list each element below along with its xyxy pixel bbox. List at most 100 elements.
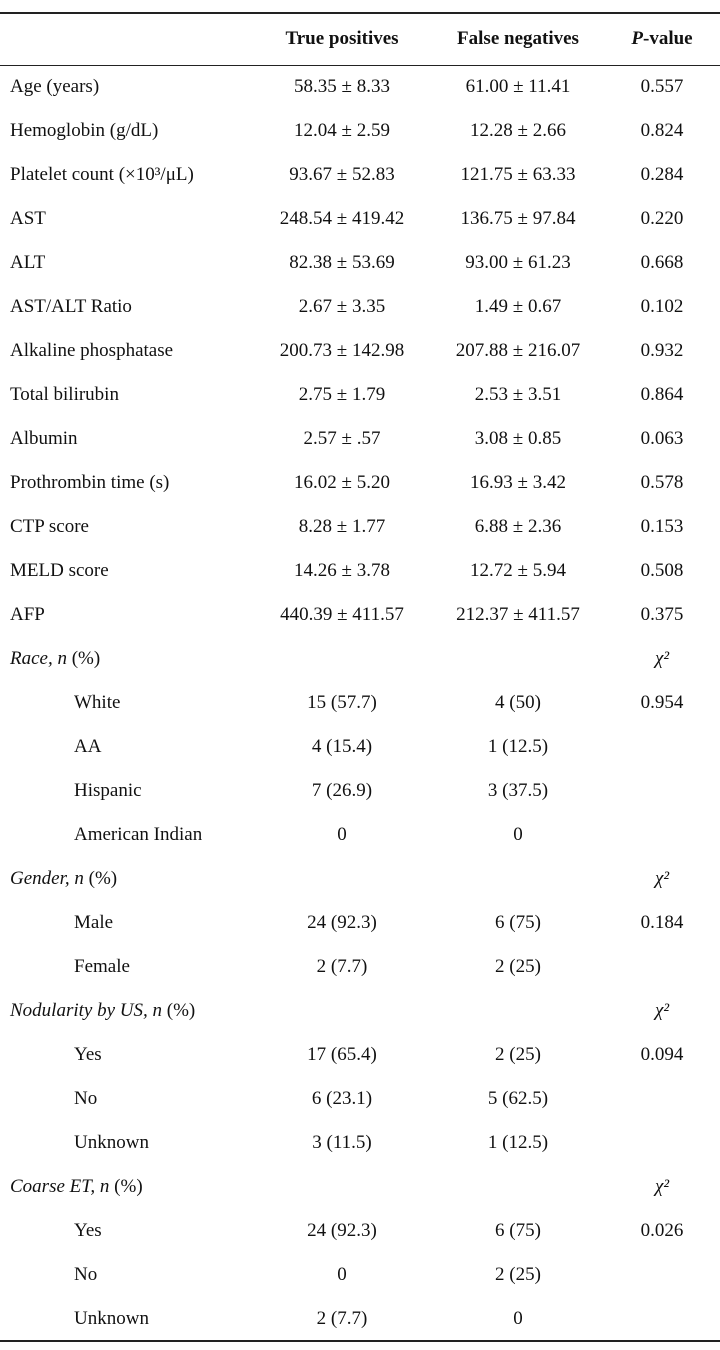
p-value-cell: 0.557 — [640, 76, 684, 98]
empty-cell — [432, 1165, 604, 1209]
true-positives-cell: 2.75 ± 1.79 — [298, 384, 386, 405]
empty-cell — [432, 637, 604, 681]
p-value-cell: 0.063 — [640, 428, 684, 449]
true-positives-cell: 200.73 ± 142.98 — [279, 340, 405, 361]
group-label: Race, n (%) — [0, 637, 252, 681]
row-label: Prothrombin time (s) — [10, 472, 170, 493]
p-value-cell: 0.102 — [640, 296, 684, 317]
true-positives-cell: 3 (11.5) — [312, 1132, 372, 1153]
empty-cell — [252, 637, 432, 681]
data-row: Prothrombin time (s) 16.02 ± 5.20 16.93 ± … — [0, 461, 720, 505]
true-positives-cell: 12.04 ± 2.59 — [294, 120, 390, 141]
data-row: Hispanic 7 (26.9) 3 (37.5) — [0, 769, 720, 813]
data-row: CTP score 8.28 ± 1.77 6.88 ± 2.36 0.153 — [0, 505, 720, 549]
row-label: Yes — [74, 1044, 102, 1065]
group-title: Nodularity by US, n — [10, 1000, 162, 1021]
group-label: Gender, n (%) — [0, 857, 252, 901]
data-row: AST/ALT Ratio 2.67 ± 3.35 1.49 ± 0.67 0.102 — [0, 285, 720, 329]
p-value-cell: 0.375 — [640, 604, 684, 625]
row-label: Hispanic — [74, 780, 142, 801]
header-blank — [0, 13, 252, 65]
column-header: True positives — [285, 28, 399, 50]
data-row: Platelet count (×10³/μL) 93.67 ± 52.83 121… — [0, 153, 720, 197]
false-negatives-cell: 61.00 ± 11.41 — [465, 76, 571, 98]
false-negatives-cell: 1.49 ± 0.67 — [474, 296, 562, 317]
data-row: No 6 (23.1) 5 (62.5) — [0, 1077, 720, 1121]
row-label: Albumin — [10, 428, 78, 449]
false-negatives-cell: 0 — [513, 1307, 523, 1329]
empty-cell — [252, 989, 432, 1033]
data-row: AST 248.54 ± 419.42 136.75 ± 97.84 0.220 — [0, 197, 720, 241]
false-negatives-cell: 2 (25) — [495, 956, 541, 977]
group-row: Race, n (%) χ² — [0, 637, 720, 681]
true-positives-cell: 93.67 ± 52.83 — [289, 164, 395, 185]
p-value-cell: 0.668 — [640, 252, 684, 273]
empty-cell — [604, 1121, 720, 1165]
row-label: Total bilirubin — [10, 384, 119, 405]
true-positives-cell: 2.57 ± .57 — [303, 428, 381, 449]
true-positives-cell: 17 (65.4) — [307, 1044, 377, 1065]
data-row: Albumin 2.57 ± .57 3.08 ± 0.85 0.063 — [0, 417, 720, 461]
true-positives-cell: 7 (26.9) — [311, 780, 373, 801]
true-positives-cell: 8.28 ± 1.77 — [298, 516, 386, 537]
row-label: Platelet count (×10³/μL) — [10, 164, 194, 185]
false-negatives-cell: 2.53 ± 3.51 — [474, 384, 562, 405]
column-header: False negatives — [457, 28, 579, 50]
row-label: No — [74, 1088, 98, 1109]
group-unit: (%) — [109, 1176, 143, 1197]
true-positives-cell: 0 — [337, 824, 347, 845]
data-row: Unknown 3 (11.5) 1 (12.5) — [0, 1121, 720, 1165]
data-row: Alkaline phosphatase 200.73 ± 142.98 207.8… — [0, 329, 720, 373]
empty-cell — [432, 989, 604, 1033]
group-row: Nodularity by US, n (%) χ² — [0, 989, 720, 1033]
header-row: True positives False negatives P-value — [0, 13, 720, 65]
row-label: AST/ALT Ratio — [10, 296, 132, 317]
empty-cell — [604, 725, 720, 769]
false-negatives-cell: 2 (25) — [495, 1264, 541, 1285]
false-negatives-cell: 1 (12.5) — [487, 1132, 549, 1153]
false-negatives-cell: 93.00 ± 61.23 — [465, 252, 571, 273]
true-positives-cell: 24 (92.3) — [307, 1220, 377, 1241]
empty-cell — [252, 1165, 432, 1209]
false-negatives-cell: 1 (12.5) — [487, 736, 549, 757]
data-row: Age (years) 58.35 ± 8.33 61.00 ± 11.41 0.55… — [0, 65, 720, 109]
data-row: White 15 (57.7) 4 (50) 0.954 — [0, 681, 720, 725]
row-label: Male — [74, 912, 114, 933]
data-row: Female 2 (7.7) 2 (25) — [0, 945, 720, 989]
p-value-cell: 0.954 — [640, 692, 684, 713]
false-negatives-cell: 207.88 ± 216.07 — [455, 340, 581, 361]
row-label: Unknown — [74, 1132, 149, 1153]
group-title: Gender, n — [10, 868, 84, 889]
row-label: White — [74, 692, 121, 713]
false-negatives-cell: 136.75 ± 97.84 — [460, 208, 576, 229]
row-label: CTP score — [10, 516, 89, 537]
false-negatives-cell: 6.88 ± 2.36 — [474, 516, 562, 537]
p-value-cell: 0.284 — [640, 164, 684, 185]
row-label: ALT — [10, 252, 46, 273]
p-value-cell: 0.220 — [640, 208, 684, 229]
false-negatives-cell: 0 — [513, 824, 523, 845]
data-row: AFP 440.39 ± 411.57 212.37 ± 411.57 0.375 — [0, 593, 720, 637]
true-positives-cell: 14.26 ± 3.78 — [294, 560, 390, 581]
true-positives-cell: 6 (23.1) — [311, 1088, 373, 1109]
false-negatives-cell: 2 (25) — [495, 1044, 541, 1065]
row-label: American Indian — [74, 824, 203, 845]
false-negatives-cell: 6 (75) — [495, 1220, 541, 1241]
false-negatives-cell: 212.37 ± 411.57 — [456, 604, 580, 625]
data-row: Yes 17 (65.4) 2 (25) 0.094 — [0, 1033, 720, 1077]
true-positives-cell: 2.67 ± 3.35 — [298, 296, 386, 317]
true-positives-cell: 16.02 ± 5.20 — [294, 472, 390, 493]
true-positives-cell: 4 (15.4) — [311, 736, 373, 757]
false-negatives-cell: 12.28 ± 2.66 — [470, 120, 566, 141]
true-positives-cell: 248.54 ± 419.42 — [279, 208, 405, 229]
test-name: χ² — [654, 648, 670, 669]
empty-cell — [604, 769, 720, 813]
row-label: AA — [74, 736, 102, 757]
group-row: Coarse ET, n (%) χ² — [0, 1165, 720, 1209]
test-name: χ² — [654, 1176, 670, 1197]
p-value-cell: 0.026 — [640, 1220, 684, 1241]
group-unit: (%) — [66, 648, 101, 669]
group-title: Coarse ET, n — [10, 1176, 110, 1197]
p-value-cell: 0.094 — [640, 1044, 684, 1065]
data-row: Total bilirubin 2.75 ± 1.79 2.53 ± 3.51 0.8… — [0, 373, 720, 417]
